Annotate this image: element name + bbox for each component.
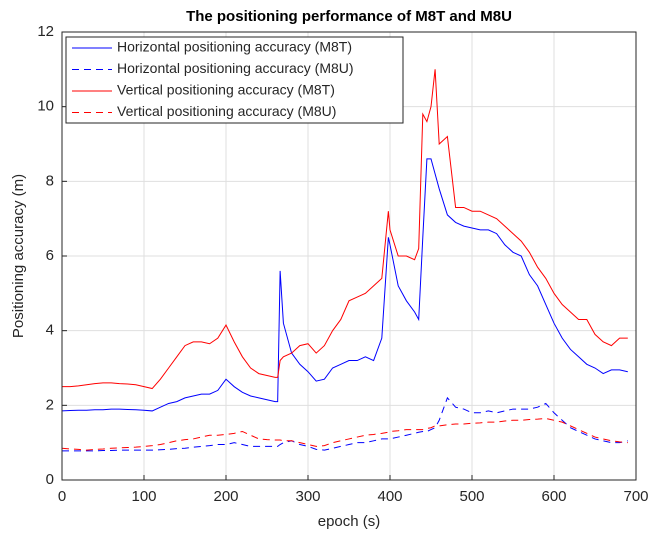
x-tick-label: 0 — [58, 488, 66, 505]
series-line — [62, 396, 628, 452]
chart-title: The positioning performance of M8T and M… — [186, 8, 512, 25]
series-line — [61, 158, 628, 412]
y-tick-label: 12 — [37, 23, 54, 40]
legend-box — [65, 36, 404, 124]
y-tick-label: 0 — [46, 471, 54, 488]
legend-label: Horizontal positioning accuracy (M8T) — [117, 39, 352, 55]
x-tick-label: 100 — [131, 488, 156, 505]
x-tick-label: 600 — [541, 488, 566, 505]
series-line — [62, 69, 628, 390]
y-tick-label: 8 — [46, 172, 54, 189]
plot-frame — [61, 31, 637, 481]
series-line — [61, 417, 628, 451]
legend-label: Horizontal positioning accuracy (M8U) — [117, 60, 354, 76]
x-tick-label: 300 — [295, 488, 320, 505]
x-tick-label: 200 — [213, 488, 238, 505]
y-tick-label: 10 — [37, 98, 54, 115]
y-tick-label: 6 — [46, 247, 54, 264]
legend: Horizontal positioning accuracy (M8T) Hor… — [65, 36, 404, 124]
legend-label: Vertical positioning accuracy (M8T) — [117, 82, 335, 98]
x-tick-label: 400 — [377, 488, 402, 505]
x-tick-label: 500 — [459, 488, 484, 505]
y-axis-label: Positioning accuracy (m) — [10, 174, 27, 338]
x-axis-label: epoch (s) — [318, 513, 381, 530]
x-tick-label: 700 — [623, 488, 648, 505]
y-tick-label: 2 — [46, 396, 54, 413]
legend-label: Vertical positioning accuracy (M8U) — [117, 103, 336, 119]
y-tick-label: 4 — [46, 322, 54, 339]
